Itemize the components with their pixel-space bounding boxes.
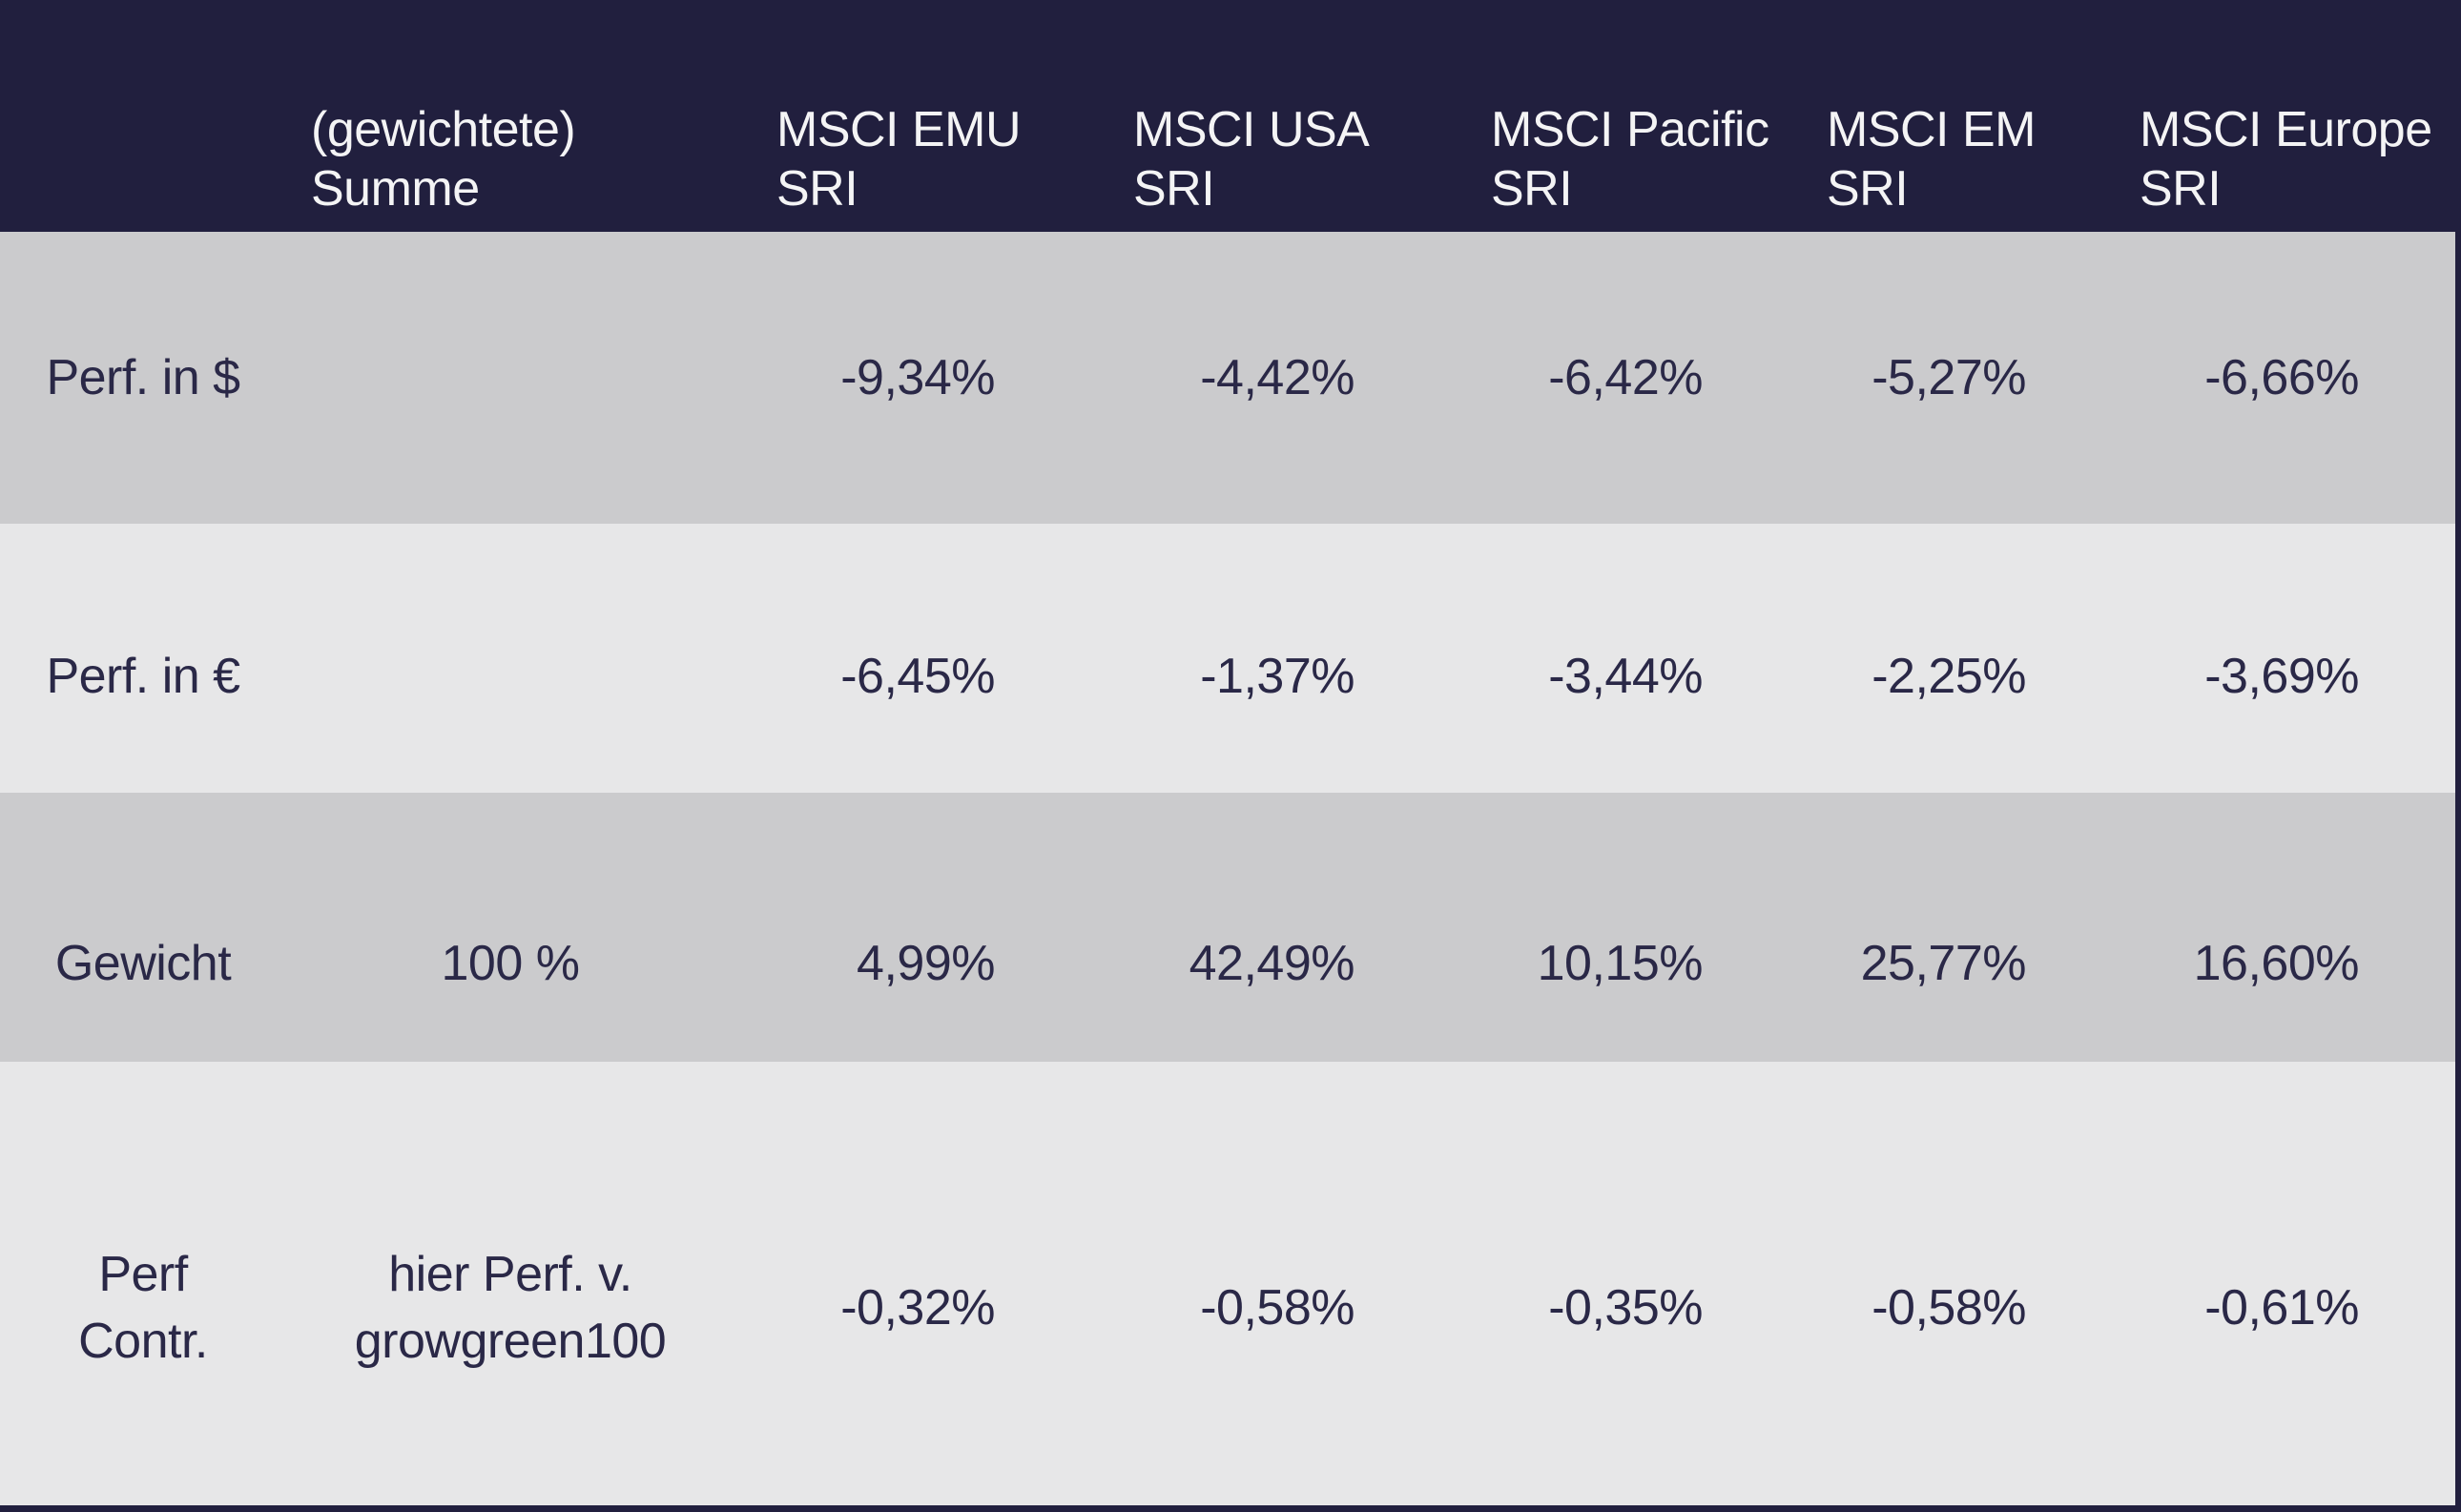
column-header-msci-pacific-sri: MSCI Pacific SRI bbox=[1491, 102, 1769, 217]
row-label: Perf. in $ bbox=[46, 350, 240, 405]
cell: 100 % bbox=[441, 936, 580, 991]
cell: 25,77% bbox=[1860, 936, 2027, 991]
cell: -0,58% bbox=[1872, 1279, 2026, 1336]
cell: 4,99% bbox=[857, 936, 995, 991]
column-header-gewichtete-summe: (gewichtete) Summe bbox=[311, 102, 576, 217]
cell: -0,35% bbox=[1548, 1279, 1703, 1336]
cell: -5,27% bbox=[1872, 350, 2026, 405]
row-label: Perf Contr. bbox=[78, 1246, 208, 1369]
column-header-msci-emu-sri: MSCI EMU SRI bbox=[776, 102, 1022, 217]
table-row-perf-contr: Perf Contr. hier Perf. v. growgreen100 -… bbox=[0, 1062, 2461, 1505]
cell: -3,44% bbox=[1548, 649, 1703, 704]
cell: -6,45% bbox=[840, 649, 995, 704]
cell: -0,58% bbox=[1200, 1279, 1355, 1336]
slide-bottom-edge bbox=[0, 1505, 2461, 1512]
cell: -6,42% bbox=[1548, 350, 1703, 405]
table-row-perf-eur: Perf. in € -6,45% -1,37% -3,44% -2,25% -… bbox=[0, 524, 2461, 793]
cell: -1,37% bbox=[1200, 649, 1355, 704]
cell: -0,32% bbox=[840, 1279, 995, 1336]
cell: -6,66% bbox=[2204, 350, 2359, 405]
cell: -4,42% bbox=[1200, 350, 1355, 405]
cell bbox=[286, 232, 734, 524]
cell: 10,15% bbox=[1537, 936, 1704, 991]
header-row: (gewichtete) Summe MSCI EMU SRI MSCI USA… bbox=[0, 0, 2461, 232]
column-header-msci-em-sri: MSCI EM SRI bbox=[1827, 102, 2036, 217]
table-row-gewicht: Gewicht 100 % 4,99% 42,49% 10,15% 25,77%… bbox=[0, 793, 2461, 1062]
cell: -0,61% bbox=[2204, 1279, 2359, 1336]
cell: -9,34% bbox=[840, 350, 995, 405]
table-row-perf-usd: Perf. in $ -9,34% -4,42% -6,42% -5,27% -… bbox=[0, 232, 2461, 524]
cell: -3,69% bbox=[2204, 649, 2359, 704]
cell: 42,49% bbox=[1189, 936, 1355, 991]
slide-right-edge bbox=[2455, 0, 2461, 1512]
row-label: Perf. in € bbox=[46, 649, 240, 704]
column-header-empty bbox=[0, 0, 286, 232]
cell bbox=[286, 524, 734, 793]
column-header-msci-usa-sri: MSCI USA SRI bbox=[1133, 102, 1370, 217]
column-header-msci-europe-sri: MSCI Europe SRI bbox=[2140, 102, 2432, 217]
cell: -2,25% bbox=[1872, 649, 2026, 704]
row-label: Gewicht bbox=[54, 936, 232, 991]
cell: hier Perf. v. growgreen100 bbox=[354, 1246, 667, 1369]
cell: 16,60% bbox=[2193, 936, 2360, 991]
